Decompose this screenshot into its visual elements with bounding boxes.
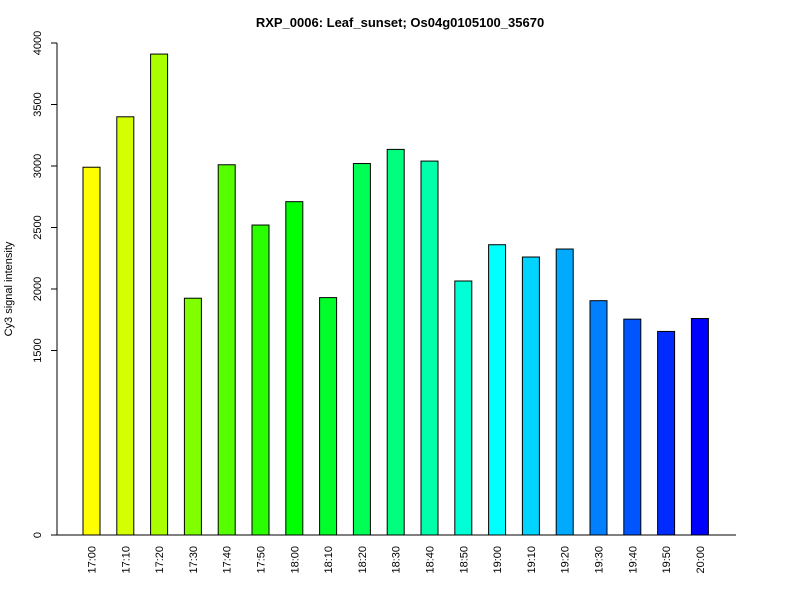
x-tick-label: 18:10 bbox=[323, 546, 335, 574]
y-tick-label: 2500 bbox=[32, 215, 44, 239]
x-tick-label: 17:10 bbox=[120, 546, 132, 574]
x-tick-label: 18:20 bbox=[357, 546, 369, 574]
y-axis-label: Cy3 signal intensity bbox=[3, 241, 15, 336]
x-tick-label: 17:50 bbox=[256, 546, 268, 574]
y-tick-label: 3000 bbox=[32, 154, 44, 178]
x-tick-label: 18:30 bbox=[391, 546, 403, 574]
x-tick-label: 20:00 bbox=[695, 546, 707, 574]
bar bbox=[386, 148, 405, 536]
x-tick-label: 17:40 bbox=[222, 546, 234, 574]
x-tick-label: 18:40 bbox=[425, 546, 437, 574]
y-tick-label: 1500 bbox=[32, 338, 44, 362]
y-tick-label: 2000 bbox=[32, 277, 44, 301]
bar bbox=[352, 163, 371, 536]
bar bbox=[251, 224, 270, 536]
x-tick-label: 17:00 bbox=[87, 546, 99, 574]
x-tick-label: 19:50 bbox=[661, 546, 673, 574]
y-tick-labels: 0 1500 2000 2500 3000 3500 4000 bbox=[32, 31, 44, 538]
chart-title: RXP_0006: Leaf_sunset; Os04g0105100_3567… bbox=[256, 15, 544, 30]
x-tick-label: 19:30 bbox=[594, 546, 606, 574]
bar bbox=[150, 53, 169, 536]
bar bbox=[217, 164, 236, 536]
bar bbox=[488, 244, 507, 536]
bar bbox=[285, 201, 304, 536]
x-tick-label: 19:10 bbox=[526, 546, 538, 574]
x-tick-label: 18:00 bbox=[289, 546, 301, 574]
bar bbox=[657, 330, 676, 536]
y-tick-label: 4000 bbox=[32, 31, 44, 55]
x-tick-label: 18:50 bbox=[458, 546, 470, 574]
bar bbox=[521, 256, 540, 536]
bar bbox=[623, 318, 642, 536]
bar bbox=[420, 160, 439, 536]
y-tick-label: 0 bbox=[32, 532, 44, 538]
bar bbox=[690, 318, 709, 536]
bar bbox=[116, 116, 135, 536]
y-tick-label: 3500 bbox=[32, 92, 44, 116]
x-tick-label: 19:40 bbox=[627, 546, 639, 574]
bar bbox=[555, 248, 574, 536]
bar bbox=[183, 297, 202, 536]
x-tick-labels: 17:00 17:10 17:20 17:30 17:40 17:50 18:00 18:10… bbox=[87, 546, 707, 574]
bar bbox=[82, 166, 101, 536]
bar bbox=[454, 280, 473, 536]
x-tick-label: 17:30 bbox=[188, 546, 200, 574]
bar bbox=[319, 297, 338, 536]
x-tick-label: 19:20 bbox=[560, 546, 572, 574]
x-tick-label: 17:20 bbox=[154, 546, 166, 574]
x-tick-label: 19:00 bbox=[492, 546, 504, 574]
bar bbox=[589, 300, 608, 536]
bars bbox=[82, 53, 709, 536]
